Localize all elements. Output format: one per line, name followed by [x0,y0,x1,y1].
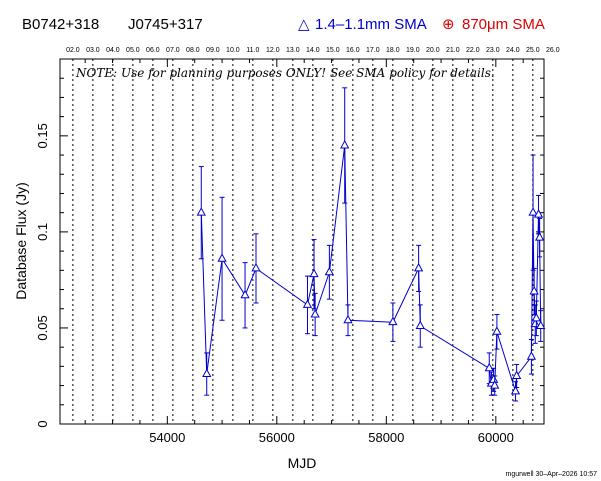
data-point-triangle [343,314,353,324]
data-point-triangle [510,385,521,395]
data-point-triangle [531,312,541,322]
top-axis-tick-label: 11.0 [246,47,259,54]
plot-frame [59,58,545,425]
x-tick-label: 54000 [149,430,185,445]
y-tick-label: 0.05 [35,315,50,340]
data-point-triangle [240,289,250,299]
data-point-triangle [528,207,538,216]
legend-870-label: 870μm SMA [462,16,545,33]
top-axis-tick-label: 21.0 [446,47,460,54]
x-axis: 54000 56000 58000 60000 [84,59,524,445]
data-point-triangle [202,368,212,378]
top-axis-tick-label: 24.0 [506,47,520,54]
top-axis-tick-label: 14.0 [306,47,320,54]
data-point-triangle [415,320,425,330]
top-axis-tick-label: 22.0 [466,47,480,54]
y-axis-label: Database Flux (Jy) [13,182,29,299]
top-axis-tick-label: 16.0 [346,47,360,54]
top-axis-tick-label: 06.0 [146,47,160,54]
data-point-triangle [484,362,494,372]
top-axis-tick-label: 09.0 [206,47,220,54]
data-point-triangle [324,266,335,276]
top-axis-tick-label: 07.0 [166,47,180,54]
data-point-triangle [251,262,261,272]
top-axis-tick-label: 03.0 [86,47,100,54]
top-axis-tick-label: 12.0 [266,47,280,54]
top-axis-tick-label: 04.0 [106,47,120,54]
data-point-triangle [309,268,319,278]
data-point-triangle [529,285,539,295]
data-point-triangle [388,316,398,326]
top-axis-tick-label: 19.0 [406,47,420,54]
y-tick-label: 0 [35,420,50,427]
data-point-triangle [217,253,227,262]
top-axis-tick-label: 13.0 [286,47,300,54]
x-tick-label: 60000 [478,430,514,445]
year-grid [72,59,534,424]
top-axis-tick-label: 15.0 [326,47,340,54]
data-point-triangle [490,380,500,389]
x-tick-label: 56000 [259,430,295,445]
y-axis: 0 0.05 0.1 0.15 [35,77,544,428]
top-axis-tick-label: 23.0 [486,47,500,54]
data-point-triangle [533,209,544,218]
top-axis-tick-label: 17.0 [366,47,380,54]
data-point-triangle [492,326,502,335]
credit-stamp: mgurwell 30–Apr–2026 10:57 [506,471,598,478]
data-point-triangle [536,320,546,330]
series-layer [196,87,546,402]
data-point-triangle [196,207,206,216]
x-tick-label: 58000 [368,430,404,445]
legend-circle-plus-icon: ⊕ [442,16,455,33]
top-axis-tick-label: 25.0 [526,47,540,54]
legend-triangle-icon: △ [298,16,310,33]
data-point-triangle [530,318,540,328]
top-axis-labels: 02.0 03.0 04.0 05.0 06.0 07.0 08.0 09.0 10.0 11.0… [66,47,560,54]
alt-source-name: J0745+317 [128,16,203,33]
top-axis-tick-label: 02.0 [66,47,80,54]
top-axis-tick-label: 20.0 [426,47,440,54]
data-point-triangle [526,351,537,360]
top-axis-tick-label: 05.0 [126,47,140,54]
x-axis-label: MJD [288,455,317,471]
source-name: B0742+318 [22,16,99,33]
top-axis-tick-label: 26.0 [546,47,560,54]
data-point-triangle [534,232,545,241]
top-axis-tick-label: 18.0 [386,47,400,54]
data-point-triangle [511,370,522,379]
series-line [200,145,542,392]
data-point-triangle [340,139,350,149]
data-point-triangle [413,262,424,272]
top-axis-tick-label: 08.0 [186,47,200,54]
data-point-triangle [310,308,320,318]
planning-note: NOTE: Use for planning purposes ONLY! Se… [75,66,495,80]
top-axis-tick-label: 10.0 [226,47,240,54]
y-tick-label: 0.1 [35,223,50,241]
y-tick-label: 0.15 [35,123,50,148]
data-point-triangle [302,299,313,308]
legend-1mm-label: 1.4–1.1mm SMA [315,16,427,33]
